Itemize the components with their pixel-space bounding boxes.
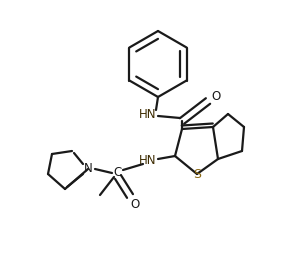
Text: O: O	[130, 199, 140, 211]
Text: O: O	[211, 90, 221, 104]
Text: HN: HN	[139, 154, 157, 168]
Text: S: S	[193, 168, 201, 180]
Text: N: N	[84, 162, 92, 175]
Text: C: C	[114, 167, 122, 179]
Text: HN: HN	[139, 108, 157, 121]
